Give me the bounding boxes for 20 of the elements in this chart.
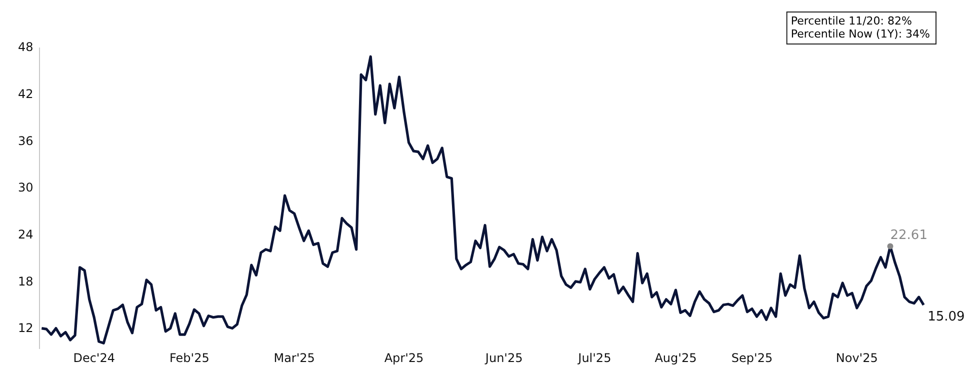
data-label: 15.09 (928, 309, 965, 324)
x-tick-label: Apr'25 (384, 350, 424, 365)
x-tick-label: Mar'25 (274, 350, 315, 365)
x-tick-label: Sep'25 (731, 350, 773, 365)
y-tick-label: 36 (18, 134, 34, 148)
text: Percentile 11/20: 82% (790, 14, 912, 28)
y-tick-label: 12 (18, 321, 34, 336)
y-tick-label: 30 (18, 180, 34, 195)
x-tick-label: Aug'25 (654, 350, 697, 365)
y-tick-label: 48 (18, 40, 34, 54)
y-tick-label: 24 (18, 228, 34, 242)
x-tick-label: Jun'25 (484, 350, 523, 365)
x-tick-label: Nov'25 (836, 350, 878, 365)
x-tick-label: Jul'25 (577, 350, 612, 365)
y-tick-label: 42 (18, 86, 34, 101)
text: Percentile Now (1Y): 34% (790, 27, 930, 40)
y-tick-label: 18 (18, 274, 34, 288)
data-label: 22.61 (890, 228, 928, 244)
x-tick-label: Dec'24 (73, 350, 115, 365)
x-tick-label: Feb'25 (170, 350, 210, 365)
